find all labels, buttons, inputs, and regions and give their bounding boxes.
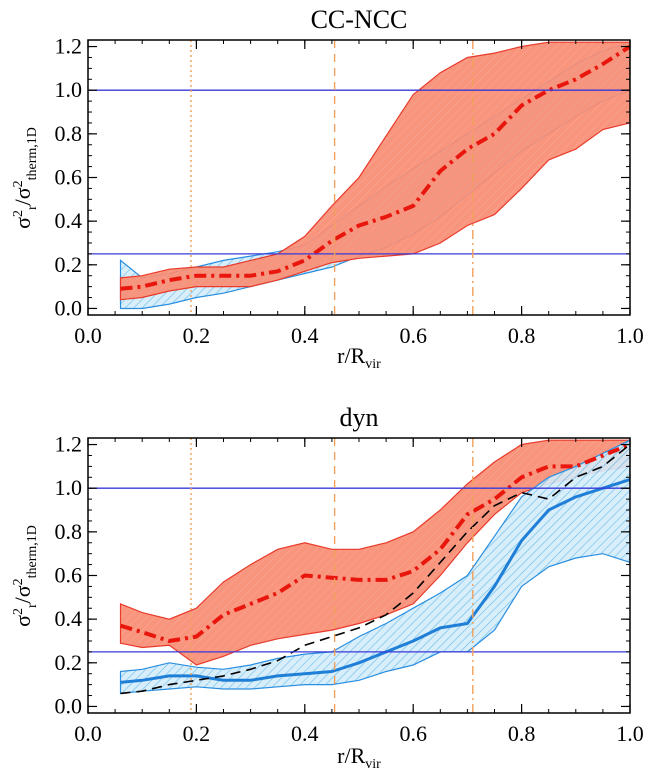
x-tick-label: 0.0 bbox=[74, 721, 102, 746]
red-band bbox=[119, 41, 630, 301]
y-tick-label: 1.0 bbox=[55, 475, 83, 500]
panel-title: dyn bbox=[340, 403, 379, 432]
plot-area bbox=[88, 40, 630, 315]
y-axis-label: σ2r/σ2therm,1D bbox=[10, 127, 40, 229]
y-tick-label: 0.4 bbox=[55, 606, 83, 631]
red-band bbox=[119, 439, 630, 666]
y-tick-label: 1.2 bbox=[55, 34, 83, 59]
x-tick-label: 0.4 bbox=[291, 323, 319, 348]
x-tick-label: 0.0 bbox=[74, 323, 102, 348]
black-dashed-line bbox=[120, 443, 630, 695]
plot-area bbox=[88, 438, 630, 713]
x-tick-label: 0.2 bbox=[183, 721, 211, 746]
axis-ticks: 0.0 0.2 0.4 0.6 0.8 1.0 0.0 0.2 0.4 0.6 0.8 1.0 1.2 bbox=[55, 432, 644, 746]
axis-ticks: 0.0 0.2 0.4 0.6 0.8 1.0 0.0 0.2 0.4 0.6 0.8 1.0 1.2 bbox=[55, 34, 644, 348]
red-median-line bbox=[119, 442, 630, 643]
y-tick-label: 0.6 bbox=[55, 165, 83, 190]
panel-title: CC-NCC bbox=[311, 5, 408, 34]
y-tick-label: 1.0 bbox=[55, 77, 83, 102]
panel-cc-ncc: CC-NCC 0.0 0.2 0.4 0.6 0.8 1.0 0.0 0.2 0.4 0.6 0.8… bbox=[10, 5, 644, 372]
y-axis-label: σ2r/σ2therm,1D bbox=[10, 525, 40, 627]
red-median-line bbox=[120, 44, 630, 291]
y-tick-label: 0.8 bbox=[55, 121, 83, 146]
y-tick-label: 0.8 bbox=[55, 519, 83, 544]
y-tick-label: 0.4 bbox=[55, 208, 83, 233]
x-tick-label: 0.4 bbox=[291, 721, 319, 746]
x-tick-label: 1.0 bbox=[616, 323, 644, 348]
y-tick-label: 0.0 bbox=[55, 295, 83, 320]
x-tick-label: 0.2 bbox=[183, 323, 211, 348]
y-tick-label: 0.6 bbox=[55, 563, 83, 588]
x-tick-label: 1.0 bbox=[616, 721, 644, 746]
x-tick-label: 0.6 bbox=[399, 721, 427, 746]
y-tick-label: 1.2 bbox=[55, 432, 83, 457]
x-axis-label: r/Rvir bbox=[337, 743, 381, 772]
x-tick-label: 0.8 bbox=[508, 323, 536, 348]
y-tick-label: 0.2 bbox=[55, 650, 83, 675]
blue-median-line bbox=[120, 478, 630, 684]
x-tick-label: 0.6 bbox=[399, 323, 427, 348]
x-tick-label: 0.8 bbox=[508, 721, 536, 746]
y-tick-label: 0.2 bbox=[55, 252, 83, 277]
x-axis-label: r/Rvir bbox=[337, 343, 381, 372]
panel-dyn: dyn 0.0 0.2 0.4 0.6 0.8 1.0 0.0 0.2 0.4 0.6 0.8 1.0… bbox=[10, 403, 644, 772]
y-tick-label: 0.0 bbox=[55, 693, 83, 718]
